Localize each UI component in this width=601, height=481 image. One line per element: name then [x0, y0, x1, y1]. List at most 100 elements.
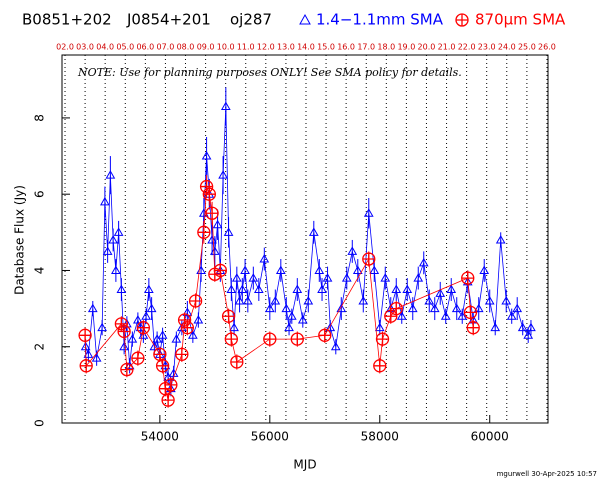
data-point: [157, 330, 168, 339]
data-point: [171, 334, 182, 343]
data-point: [79, 359, 93, 373]
y-tick-label: 0: [33, 419, 47, 427]
data-point: [292, 284, 303, 294]
data-point: [209, 246, 220, 255]
data-point: [205, 206, 219, 220]
x-tick-label: 54000: [141, 430, 179, 444]
data-point: [440, 311, 451, 320]
data-point: [341, 273, 352, 282]
data-point: [83, 349, 94, 358]
data-point: [303, 295, 314, 305]
top-tick-label: 18.0: [377, 43, 395, 52]
data-point: [108, 234, 118, 244]
data-point: [120, 362, 134, 377]
data-point: [197, 225, 211, 239]
data-point: [473, 303, 484, 313]
data-point: [286, 311, 297, 320]
data-point: [161, 393, 175, 407]
top-tick-label: 24.0: [498, 43, 516, 52]
data-point: [213, 263, 227, 278]
data-point: [91, 353, 102, 362]
data-point: [263, 332, 277, 346]
plot-frame: [61, 54, 549, 424]
data-point: [155, 359, 170, 373]
data-point: [114, 317, 129, 331]
data-point: [297, 315, 308, 324]
top-tick-label: 07.0: [157, 43, 175, 52]
y-tick-label: 4: [33, 267, 47, 275]
data-point: [373, 359, 387, 373]
data-point: [240, 265, 250, 274]
data-point: [264, 303, 275, 313]
data-point: [347, 246, 358, 255]
data-point: [317, 284, 327, 294]
footer: mgurwell 30-Apr-2025 10:57: [497, 470, 597, 478]
data-point: [133, 315, 143, 324]
data-point: [363, 208, 374, 217]
data-point: [374, 322, 385, 332]
data-point: [526, 322, 536, 332]
top-tick-label: 13.0: [277, 43, 295, 52]
data-point: [136, 321, 151, 335]
data-point: [259, 254, 270, 263]
data-point: [100, 196, 110, 206]
data-point: [281, 303, 292, 313]
data-point: [479, 265, 490, 274]
top-tick-label: 17.0: [357, 43, 375, 52]
top-tick-label: 12.0: [257, 43, 275, 52]
data-point: [375, 332, 390, 346]
data-point: [102, 246, 113, 255]
source-name: oj287: [230, 11, 272, 29]
data-point: [187, 330, 198, 339]
source-name: B0851+202: [22, 11, 112, 29]
data-point: [144, 284, 154, 294]
data-point: [352, 265, 363, 274]
data-point: [113, 227, 124, 236]
data-point: [97, 322, 107, 332]
data-point: [402, 284, 413, 294]
data-point: [429, 303, 440, 313]
data-point: [466, 321, 480, 335]
data-point: [229, 322, 239, 332]
data-point: [495, 234, 506, 244]
note: NOTE: Use for planning purposes ONLY! Se…: [77, 66, 462, 79]
data-point: [199, 179, 214, 194]
data-point: [193, 315, 204, 324]
data-point: [117, 324, 131, 339]
data-point: [127, 334, 138, 343]
data-point: [413, 273, 424, 282]
data-point: [484, 295, 495, 305]
data-point: [308, 227, 319, 236]
data-point: [111, 265, 121, 274]
data-point: [396, 311, 407, 320]
data-point: [146, 303, 157, 313]
data-point: [314, 265, 325, 274]
data-point: [517, 322, 528, 332]
top-tick-label: 11.0: [237, 43, 255, 52]
top-tick-label: 04.0: [96, 43, 114, 52]
data-point: [224, 332, 238, 346]
marker: [456, 14, 468, 26]
data-point: [407, 303, 418, 313]
top-tick-label: 10.0: [217, 43, 235, 52]
data-point: [87, 303, 98, 313]
data-point: [153, 347, 167, 361]
data-point: [230, 355, 244, 369]
data-point: [231, 273, 242, 282]
top-tick-label: 08.0: [177, 43, 195, 52]
data-point: [131, 351, 145, 365]
series-line: [84, 186, 474, 401]
data-point: [201, 151, 212, 160]
y-axis-label: Database Flux (Jy): [13, 185, 27, 295]
top-tick-label: 02.0: [56, 43, 74, 52]
top-tick-label: 22.0: [458, 43, 476, 52]
data-point: [325, 322, 336, 332]
data-point: [490, 322, 501, 332]
data-point: [457, 311, 468, 320]
x-tick-label: 60000: [471, 430, 509, 444]
data-point: [149, 341, 160, 351]
x-tick-label: 58000: [361, 430, 399, 444]
data-point: [141, 311, 151, 320]
data-point: [424, 295, 435, 305]
data-point: [253, 284, 264, 294]
